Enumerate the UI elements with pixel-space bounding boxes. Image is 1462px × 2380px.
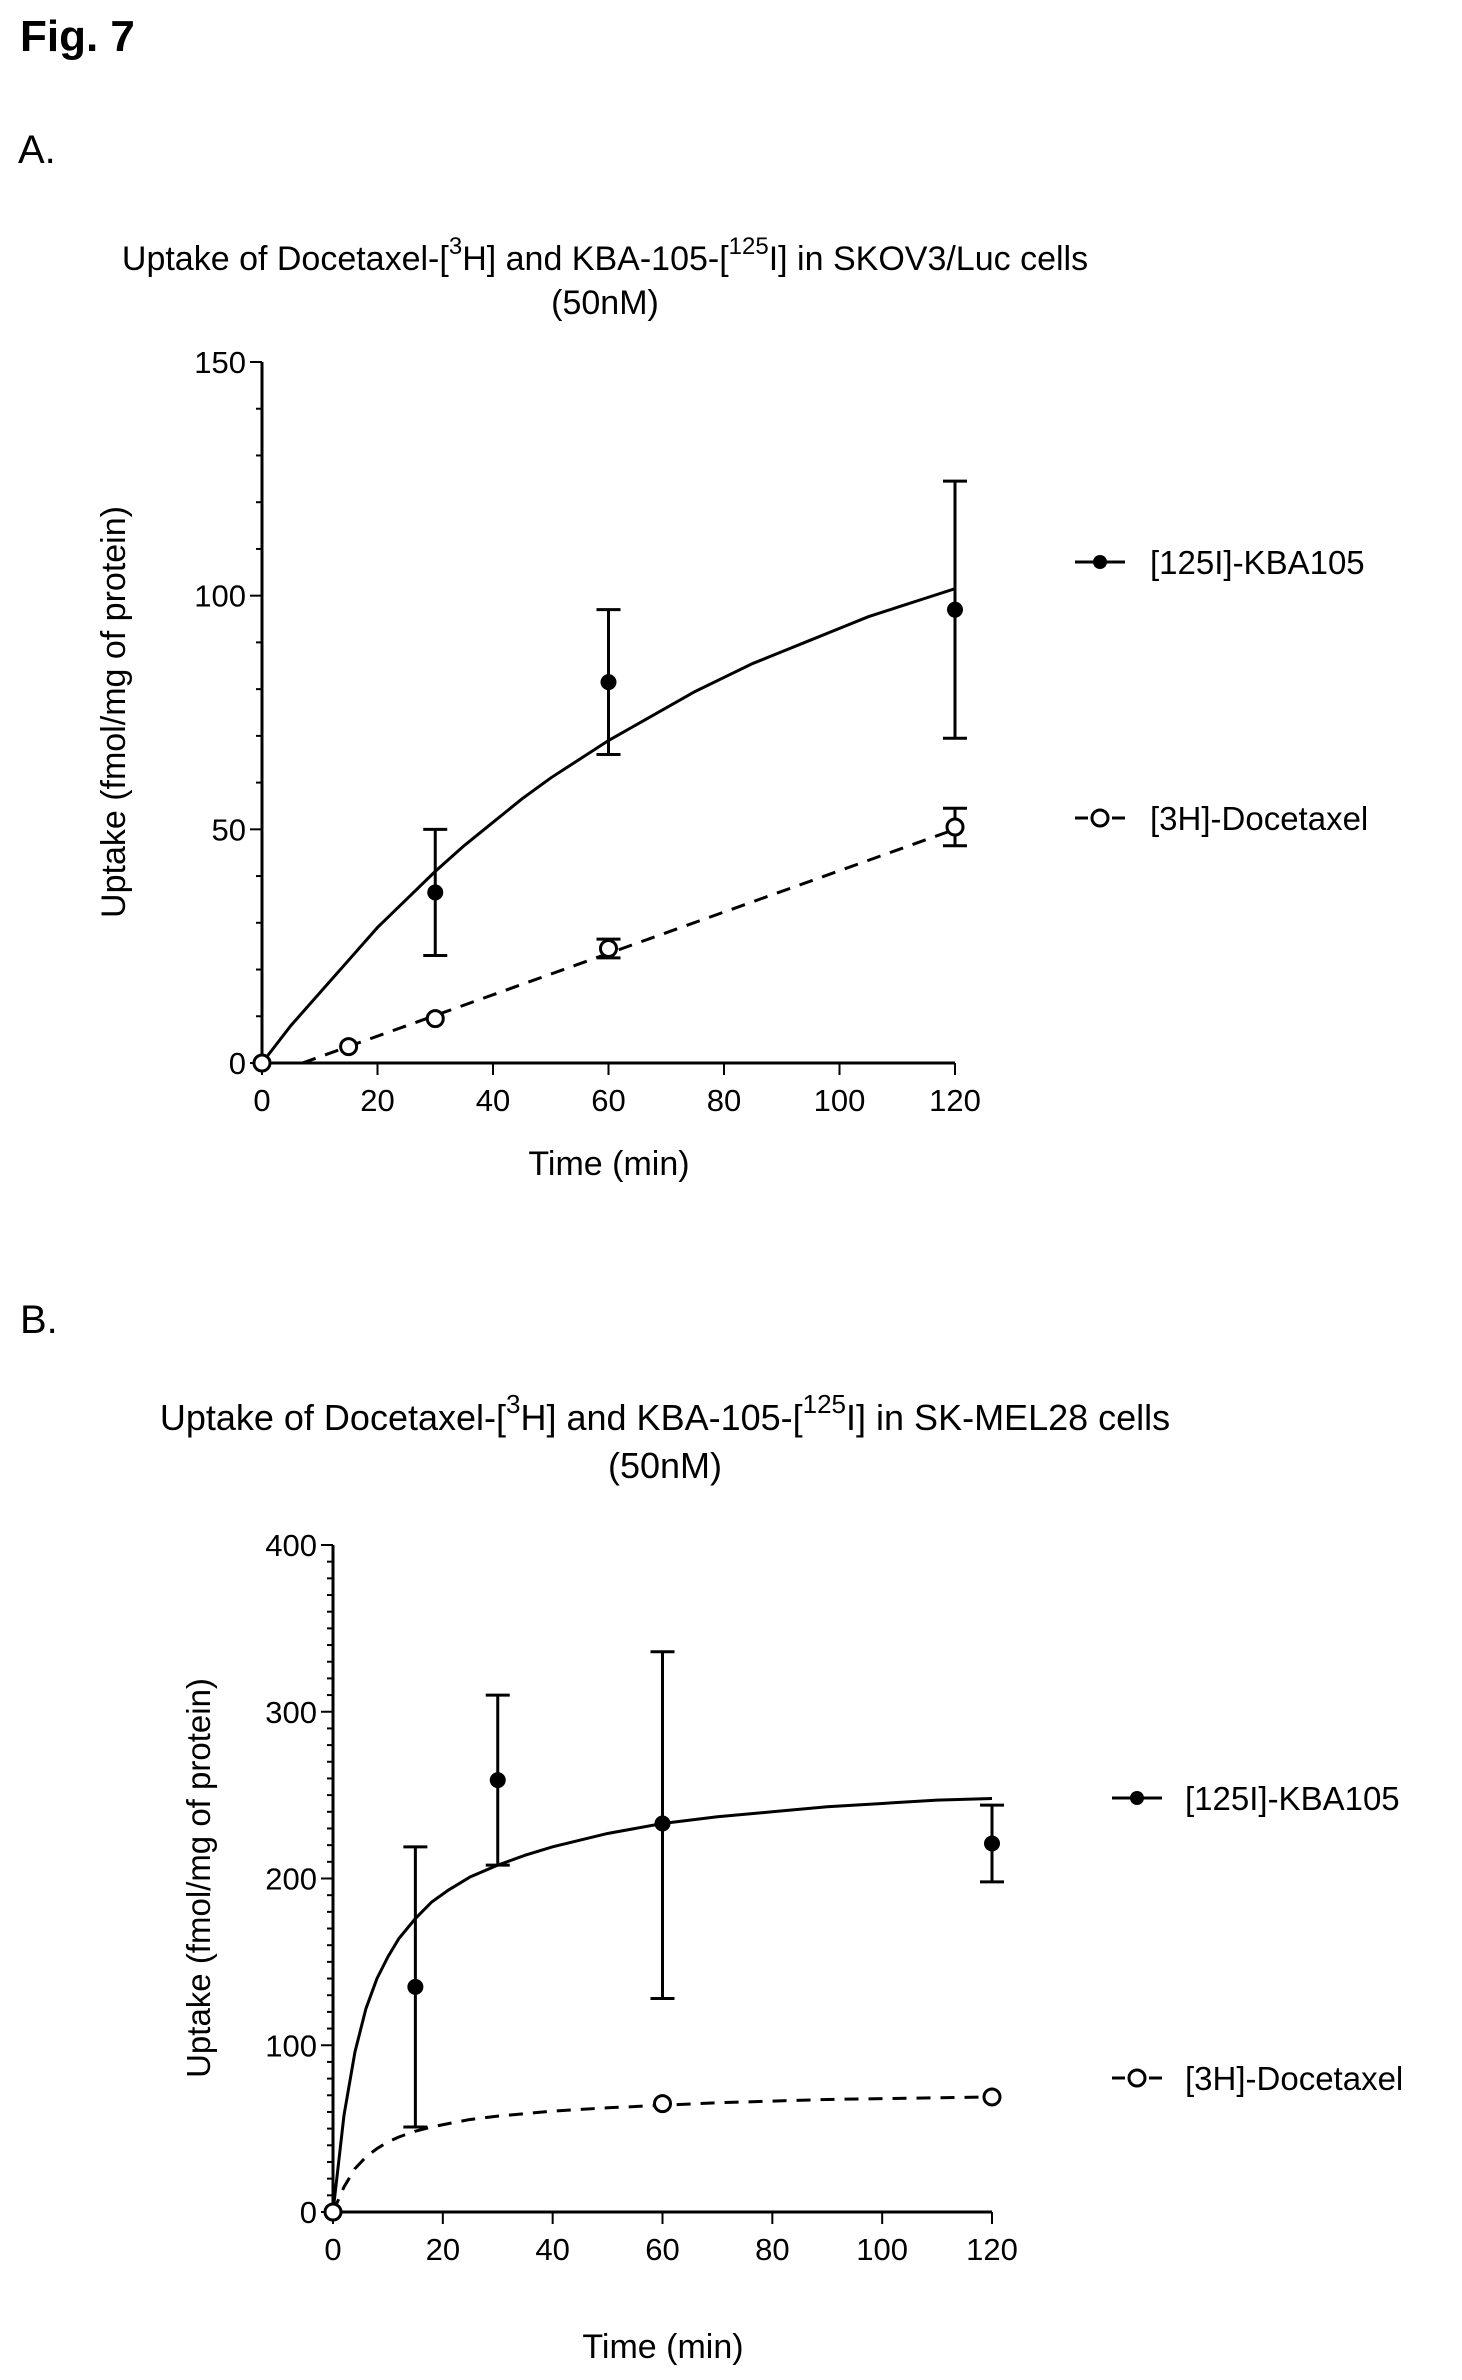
chart-b-legend-item-docetaxel: [3H]-Docetaxel (1112, 2060, 1403, 2097)
legend-filled-circle-icon (1130, 1791, 1144, 1805)
chart-a: Uptake of Docetaxel-[3H] and KBA-105-[12… (95, 233, 1368, 1183)
chart-a-legend-item-docetaxel: [3H]-Docetaxel (1075, 800, 1368, 837)
chart-b-x-ticks: 0 20 40 60 80 100 120 (324, 2212, 1018, 2267)
legend-open-circle-icon (1127, 2068, 1147, 2088)
chart-a-x-tick-label: 0 (253, 1083, 270, 1118)
chart-a-x-tick-label: 20 (360, 1083, 394, 1118)
chart-b-point-kba105 (407, 1978, 424, 1995)
chart-a-x-tick-label: 60 (591, 1083, 625, 1118)
chart-a-y-axis-label: Uptake (fmol/mg of protein) (95, 506, 133, 918)
chart-b-y-axis-label: Uptake (fmol/mg of protein) (180, 1678, 217, 2078)
chart-b-y-tick-label: 200 (265, 1862, 317, 1897)
chart-a-point-kba105 (947, 601, 963, 618)
chart-b-plot-area (323, 1650, 1004, 2222)
chart-b-point-docetaxel (653, 2094, 672, 2114)
chart-b-y-tick-label: 400 (265, 1528, 317, 1563)
chart-b-point-kba105 (489, 1772, 506, 1789)
chart-a-x-axis-label: Time (min) (528, 1145, 689, 1183)
chart-a-legend-item-kba105: [125I]-KBA105 (1075, 544, 1365, 581)
chart-b-legend-label-kba105: [125I]-KBA105 (1185, 1780, 1400, 1817)
chart-a-plot-area (252, 479, 967, 1073)
chart-a-x-tick-label: 80 (707, 1083, 741, 1118)
chart-b-title-line2: (50nM) (608, 1445, 722, 1486)
chart-b-x-tick-label: 20 (426, 2232, 460, 2267)
legend-open-circle-icon (1090, 808, 1110, 828)
chart-b-fit-line-docetaxel (331, 2095, 993, 2213)
chart-a-point-docetaxel (945, 817, 965, 837)
chart-a-point-docetaxel (425, 1009, 445, 1029)
chart-b-x-axis-label: Time (min) (582, 2328, 743, 2366)
chart-a-point-docetaxel (599, 939, 618, 959)
chart-b-legend-item-kba105: [125I]-KBA105 (1112, 1780, 1400, 1817)
chart-b-point-docetaxel (323, 2202, 343, 2222)
figure-title: Fig. 7 (20, 12, 135, 61)
chart-a-point-docetaxel (339, 1037, 359, 1057)
chart-a-y-tick-label: 50 (212, 812, 246, 847)
chart-b-legend-label-docetaxel: [3H]-Docetaxel (1185, 2060, 1403, 2097)
chart-b-title-line1: Uptake of Docetaxel-[3H] and KBA-105-[12… (160, 1389, 1170, 1438)
chart-a-y-tick-label: 0 (229, 1046, 246, 1081)
chart-a-point-kba105 (600, 674, 617, 691)
chart-a-x-ticks: 0 20 40 60 80 100 120 (253, 1063, 981, 1118)
panel-b-label: B. (20, 1298, 58, 1342)
chart-a-point-kba105 (427, 884, 444, 901)
chart-a-x-tick-label: 100 (814, 1083, 866, 1118)
chart-b-legend: [125I]-KBA105 [3H]-Docetaxel (1112, 1780, 1403, 2097)
chart-b-x-tick-label: 40 (535, 2232, 569, 2267)
chart-a-legend-label-docetaxel: [3H]-Docetaxel (1150, 800, 1368, 837)
chart-b-y-tick-label: 300 (265, 1695, 317, 1730)
chart-b-x-tick-label: 100 (856, 2232, 908, 2267)
chart-b: Uptake of Docetaxel-[3H] and KBA-105-[12… (160, 1389, 1403, 2366)
chart-a-x-tick-label: 120 (929, 1083, 981, 1118)
chart-a-y-tick-label: 150 (194, 345, 246, 380)
chart-b-x-tick-label: 0 (324, 2232, 341, 2267)
chart-a-legend: [125I]-KBA105 [3H]-Docetaxel (1075, 544, 1368, 837)
legend-filled-circle-icon (1093, 555, 1107, 569)
chart-b-point-docetaxel (982, 2087, 1002, 2107)
chart-b-y-tick-label: 100 (265, 2028, 317, 2063)
chart-b-y-tick-label: 0 (300, 2195, 317, 2230)
chart-a-x-tick-label: 40 (476, 1083, 510, 1118)
chart-b-x-tick-label: 60 (645, 2232, 679, 2267)
panel-a-label: A. (18, 128, 56, 172)
chart-b-x-tick-label: 120 (966, 2232, 1018, 2267)
chart-a-y-tick-label: 100 (194, 579, 246, 614)
chart-a-point-docetaxel (252, 1053, 272, 1073)
chart-b-x-tick-label: 80 (755, 2232, 789, 2267)
chart-b-point-kba105 (984, 1835, 1000, 1852)
chart-a-fit-line-docetaxel (301, 827, 956, 1065)
chart-a-legend-label-kba105: [125I]-KBA105 (1150, 544, 1365, 581)
chart-a-title-line1: Uptake of Docetaxel-[3H] and KBA-105-[12… (122, 233, 1088, 278)
chart-b-fit-line-kba105 (331, 1796, 993, 2213)
chart-a-title-line2: (50nM) (551, 284, 659, 322)
chart-a-y-ticks: 0 50 100 150 (194, 345, 262, 1081)
chart-b-point-kba105 (654, 1815, 671, 1832)
chart-b-y-ticks: 0 100 200 300 400 (265, 1528, 333, 2230)
